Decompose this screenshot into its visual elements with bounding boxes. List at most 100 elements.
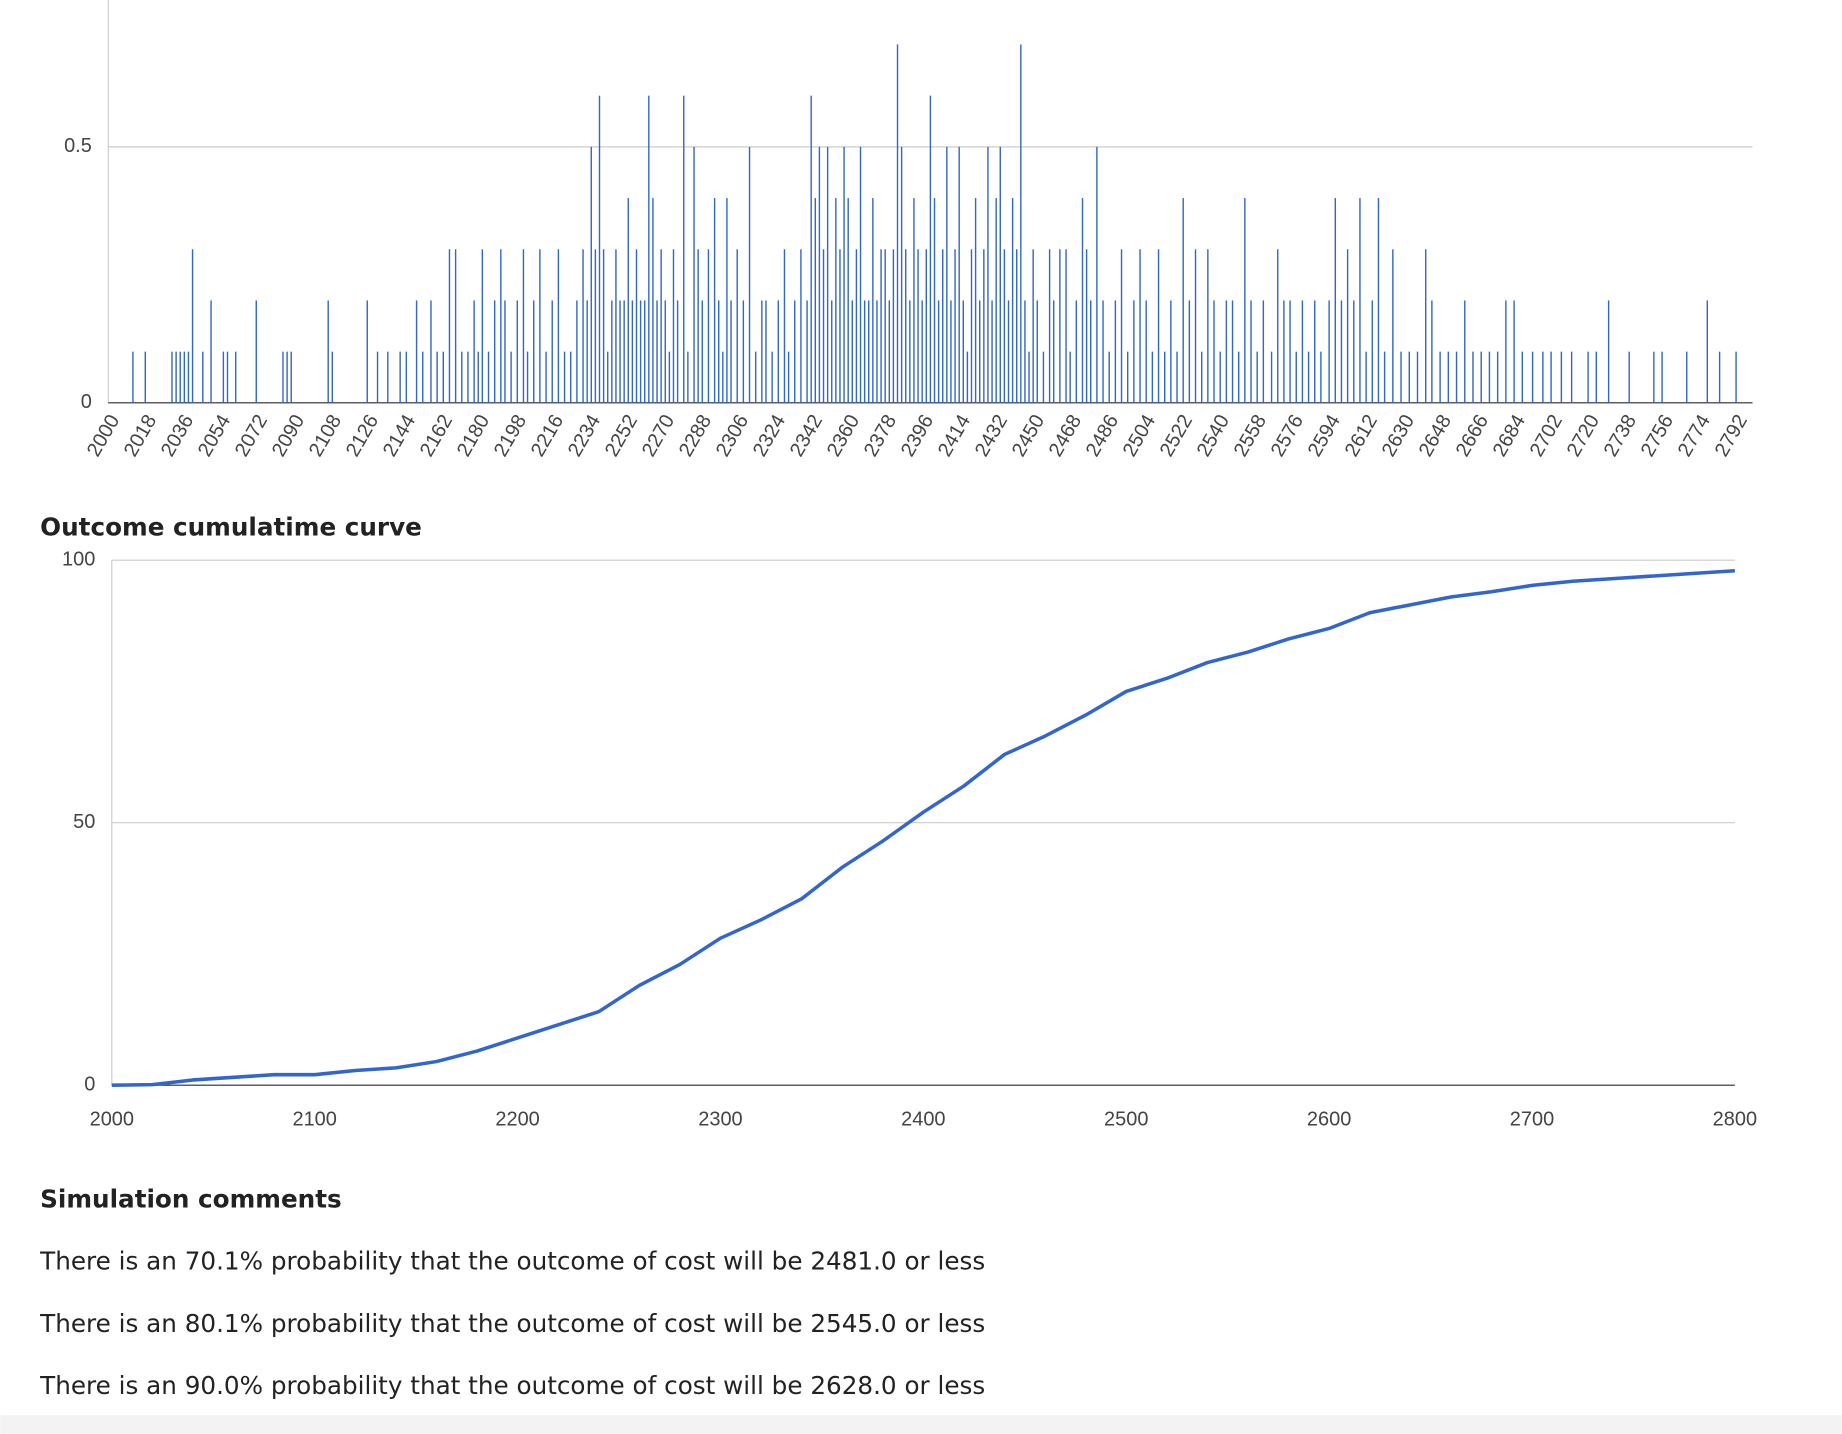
bar [863, 300, 866, 403]
bar [545, 351, 547, 403]
bar [191, 249, 194, 403]
bar [1102, 300, 1104, 403]
bar [826, 146, 829, 403]
bar [1108, 351, 1110, 403]
bar [851, 300, 853, 403]
bar [415, 300, 418, 403]
bar [235, 351, 237, 403]
bar [697, 249, 699, 403]
x-tick-label: 2000 [83, 411, 124, 460]
bar [1133, 300, 1135, 403]
x-tick-label: 2702 [1526, 411, 1567, 460]
x-tick-label: 2180 [453, 411, 494, 460]
bar [736, 249, 738, 403]
bar [286, 351, 288, 403]
x-tick-label: 2738 [1600, 411, 1641, 460]
bar [477, 351, 479, 403]
bar [717, 300, 720, 403]
bar [835, 198, 837, 403]
x-tick-label: 2288 [675, 411, 716, 460]
bar [1151, 351, 1154, 403]
x-tick-label: 2612 [1341, 411, 1382, 460]
bar [995, 198, 997, 403]
bar [516, 300, 518, 403]
x-tick-label: 2500 [1104, 1109, 1148, 1131]
bar [787, 351, 790, 403]
x-tick-label: 2200 [495, 1109, 539, 1131]
bar [1069, 351, 1071, 403]
y-tick-label: 0 [81, 391, 92, 413]
bar [831, 300, 833, 403]
bar [1059, 249, 1061, 403]
bar [954, 249, 956, 403]
bar [405, 351, 408, 403]
y-tick-label: 0 [84, 1073, 95, 1095]
x-tick-label: 2720 [1563, 411, 1604, 460]
bar [210, 300, 212, 403]
bar [526, 351, 529, 403]
x-tick-label: 2270 [638, 411, 679, 460]
bar [1570, 351, 1573, 403]
bar [576, 300, 578, 403]
bar [730, 300, 732, 403]
bar [800, 249, 802, 403]
bar [1042, 351, 1045, 403]
bar [586, 300, 588, 403]
x-tick-label: 2378 [860, 411, 901, 460]
bar [255, 300, 257, 403]
bar [1096, 146, 1098, 403]
bar [884, 249, 886, 403]
bar [1718, 351, 1721, 403]
bar [810, 95, 812, 403]
x-tick-label: 2700 [1510, 1109, 1554, 1131]
bar [590, 146, 592, 403]
bar [983, 249, 985, 403]
bar [1176, 351, 1178, 403]
x-tick-label: 2198 [490, 411, 531, 460]
x-tick-label: 2108 [305, 411, 346, 460]
bar [1007, 300, 1010, 403]
bar [1075, 300, 1078, 403]
bar [900, 146, 903, 403]
bar [966, 351, 969, 403]
x-tick-label: 2576 [1267, 411, 1308, 460]
x-tick-label: 2504 [1119, 411, 1160, 460]
bar [942, 249, 944, 403]
bar [1011, 198, 1014, 403]
bar [1270, 351, 1273, 403]
bar [713, 198, 716, 403]
x-tick-label: 2054 [194, 411, 235, 460]
bar [754, 351, 757, 403]
bar [1661, 351, 1663, 403]
bar [1200, 351, 1203, 403]
bar [1521, 351, 1524, 403]
bar [1455, 351, 1458, 403]
bar [399, 351, 401, 403]
bar [607, 351, 609, 403]
x-tick-label: 2756 [1637, 411, 1678, 460]
bar [551, 300, 553, 403]
x-tick-label: 2630 [1378, 411, 1419, 460]
bar [937, 300, 940, 403]
bar [481, 249, 484, 403]
x-tick-label: 2522 [1156, 411, 1197, 460]
bar [187, 351, 190, 403]
bar [1188, 300, 1191, 403]
bar [1560, 351, 1563, 403]
bar [892, 249, 895, 403]
bar [467, 351, 469, 403]
bar [783, 249, 786, 403]
x-tick-label: 2100 [292, 1109, 336, 1131]
bar [533, 300, 535, 403]
bar [522, 249, 525, 403]
bar [1505, 300, 1507, 403]
bar [1237, 351, 1240, 403]
x-tick-label: 2036 [157, 411, 198, 460]
x-tick-label: 2600 [1307, 1109, 1351, 1131]
bar [896, 44, 899, 403]
x-tick-label: 2666 [1452, 411, 1493, 460]
bar [1219, 351, 1221, 403]
bar [683, 95, 685, 403]
